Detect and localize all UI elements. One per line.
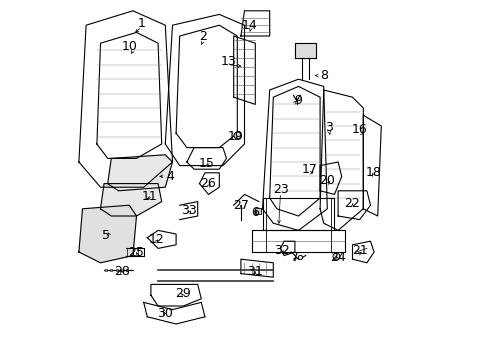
Text: 17: 17: [301, 163, 317, 176]
Text: 25: 25: [128, 246, 144, 258]
Text: 11: 11: [141, 190, 157, 203]
Text: 8: 8: [319, 69, 327, 82]
Polygon shape: [107, 155, 172, 191]
Text: 12: 12: [148, 233, 164, 246]
Text: 26: 26: [200, 177, 216, 190]
Polygon shape: [294, 43, 316, 58]
Text: 1: 1: [138, 17, 145, 30]
Text: 31: 31: [247, 265, 263, 278]
Text: 19: 19: [227, 130, 243, 143]
Text: 2: 2: [199, 30, 206, 43]
Text: 7: 7: [290, 251, 298, 264]
Text: 3: 3: [325, 121, 332, 134]
Text: 20: 20: [319, 174, 335, 186]
Text: 23: 23: [272, 183, 288, 195]
Text: 16: 16: [351, 123, 367, 136]
Text: 10: 10: [121, 40, 137, 53]
Text: 29: 29: [175, 287, 191, 300]
Text: 30: 30: [157, 307, 173, 320]
Text: 21: 21: [351, 244, 367, 257]
Text: 15: 15: [198, 157, 214, 170]
Text: 18: 18: [366, 166, 381, 179]
Text: 32: 32: [274, 244, 289, 257]
Text: 13: 13: [220, 55, 236, 68]
Text: 22: 22: [344, 197, 360, 210]
Text: 24: 24: [329, 251, 346, 264]
Text: 27: 27: [232, 199, 248, 212]
Text: 33: 33: [181, 204, 196, 217]
Polygon shape: [79, 205, 136, 263]
Text: 6: 6: [251, 206, 259, 219]
Text: 4: 4: [166, 170, 174, 183]
Polygon shape: [101, 184, 162, 216]
Text: 28: 28: [114, 265, 130, 278]
Text: 5: 5: [102, 229, 110, 242]
Text: 14: 14: [242, 19, 257, 32]
Text: 9: 9: [294, 94, 302, 107]
